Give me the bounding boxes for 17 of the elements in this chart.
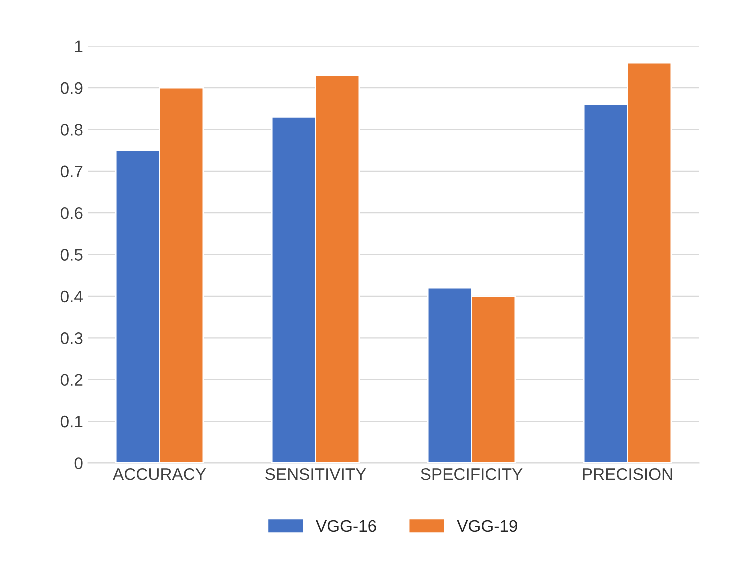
- legend-label: VGG-19: [457, 520, 518, 532]
- y-tick-label: 0: [74, 458, 83, 470]
- y-tick-label: 1: [75, 40, 83, 52]
- x-tick-label: SENSITIVITY: [266, 468, 366, 480]
- y-tick-label: 0.1: [60, 416, 83, 428]
- x-tick-label: SPECIFICITY: [421, 468, 523, 480]
- y-tick-label: 0.7: [60, 166, 83, 178]
- y-tick-label: 0.6: [60, 207, 83, 220]
- x-tick-label: ACCURACY: [113, 468, 206, 480]
- y-tick-label: 0.8: [60, 124, 83, 136]
- legend-label: VGG-16: [316, 520, 376, 532]
- y-tick-label: 0.5: [60, 249, 83, 261]
- y-tick-label: 0.4: [60, 290, 83, 303]
- y-tick-label: 0.2: [60, 374, 83, 386]
- y-tick-label: 0.9: [60, 82, 83, 94]
- x-tick-label: PRECISION: [583, 468, 672, 480]
- y-tick-label: 0.3: [60, 332, 83, 344]
